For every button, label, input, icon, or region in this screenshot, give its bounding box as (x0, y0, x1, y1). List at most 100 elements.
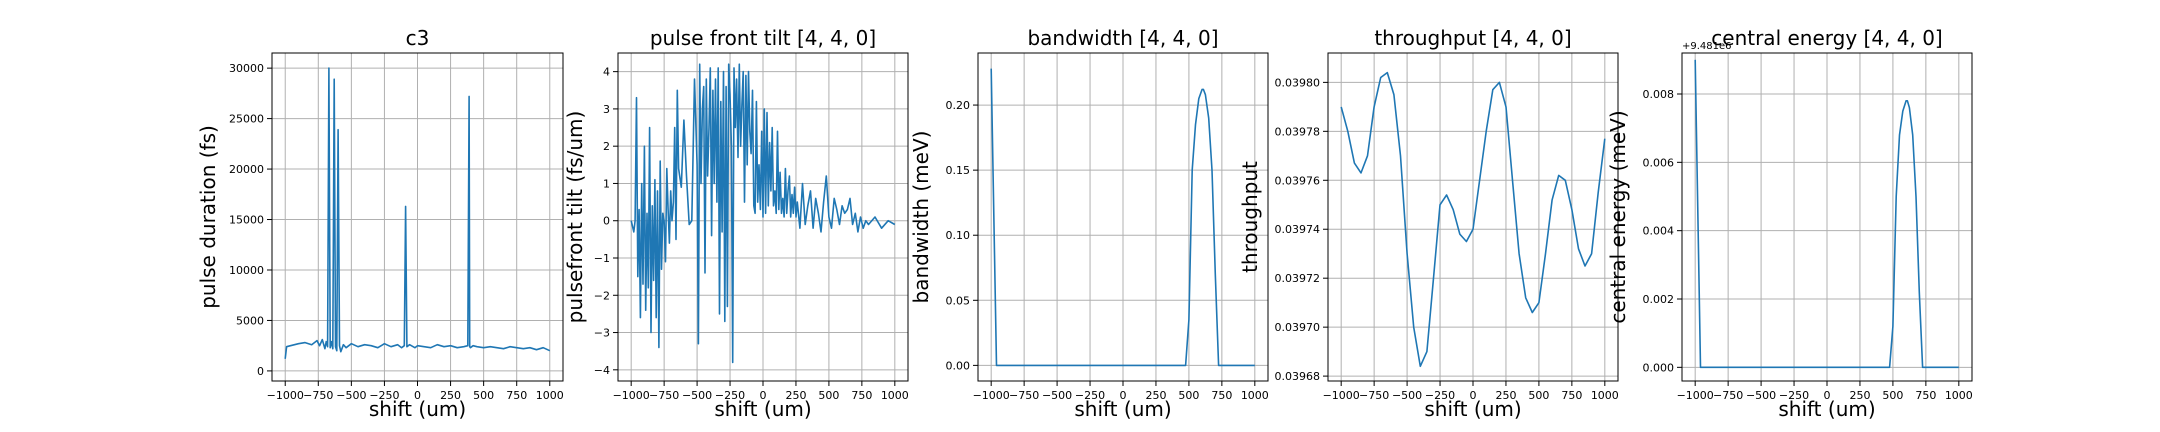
x-tick-label: 500 (1882, 389, 1903, 402)
x-tick-label: −250 (1425, 389, 1455, 402)
y-tick-label: −4 (594, 364, 610, 377)
x-tick-label: −750 (1713, 389, 1743, 402)
x-tick-label: 500 (473, 389, 494, 402)
x-tick-label: 500 (1528, 389, 1549, 402)
y-tick-label: 0.20 (946, 99, 971, 112)
y-offset-label: +9.481e6 (1682, 41, 1732, 52)
y-tick-label: 0.03976 (1275, 174, 1321, 187)
x-tick-label: 0 (760, 389, 767, 402)
x-tick-label: −750 (649, 389, 679, 402)
y-tick-label: 10000 (229, 264, 264, 277)
y-tick-label: 0.03972 (1275, 272, 1321, 285)
x-tick-label: 0 (1470, 389, 1477, 402)
x-tick-label: 1000 (1591, 389, 1619, 402)
x-tick-label: 1000 (1945, 389, 1973, 402)
x-tick-label: −500 (682, 389, 712, 402)
y-tick-label: 0.03980 (1275, 76, 1321, 89)
x-tick-label: −500 (336, 389, 366, 402)
x-axis-label: shift (um) (714, 397, 811, 421)
x-tick-label: 500 (818, 389, 839, 402)
y-tick-label: 0.15 (946, 164, 971, 177)
x-tick-label: −250 (369, 389, 399, 402)
chart-panel-4: −1000 −750 −500 −250 0 250 500 750 1000 0.03968 0.… (1238, 26, 1619, 421)
x-tick-label: 250 (1145, 389, 1166, 402)
chart-panel-3: −1000 −750 −500 −250 0 250 500 750 1000 0.00 0.05 0… (909, 26, 1269, 421)
x-tick-label: −1000 (1323, 389, 1360, 402)
x-axis-label: shift (um) (1424, 397, 1521, 421)
y-tick-label: 0.006 (1643, 156, 1675, 169)
x-tick-label: 0 (1120, 389, 1127, 402)
y-axis-label: pulsefront tilt (fs/um) (563, 111, 587, 324)
x-tick-label: −250 (715, 389, 745, 402)
x-tick-label: −1000 (973, 389, 1010, 402)
x-tick-label: 250 (440, 389, 461, 402)
y-axis-label: bandwidth (meV) (909, 131, 933, 304)
x-tick-label: −1000 (613, 389, 650, 402)
chart-title: bandwidth [4, 4, 0] (1027, 26, 1218, 50)
x-tick-label: 500 (1178, 389, 1199, 402)
x-tick-label: 750 (506, 389, 527, 402)
y-axis-label: throughput (1238, 161, 1262, 273)
y-tick-label: −1 (594, 252, 610, 265)
y-tick-label: 1 (603, 177, 610, 190)
y-tick-label: −3 (594, 327, 610, 340)
y-tick-label: 0.004 (1643, 225, 1675, 238)
chart-title: pulse front tilt [4, 4, 0] (650, 26, 876, 50)
y-axis-label: central energy (meV) (1606, 110, 1630, 323)
y-tick-label: 0.03970 (1275, 321, 1321, 334)
x-tick-label: −250 (1075, 389, 1105, 402)
chart-title: c3 (406, 26, 430, 50)
y-tick-label: 15000 (229, 214, 264, 227)
x-axis-label: shift (um) (1074, 397, 1171, 421)
x-tick-label: 250 (1495, 389, 1516, 402)
y-tick-label: 4 (603, 66, 610, 79)
x-tick-label: 750 (851, 389, 872, 402)
x-tick-label: 750 (1211, 389, 1232, 402)
series-line (1340, 71, 1606, 368)
chart-title: throughput [4, 4, 0] (1374, 26, 1571, 50)
x-tick-label: −1000 (1677, 389, 1714, 402)
x-axis-label: shift (um) (369, 397, 466, 421)
y-tick-label: 5000 (236, 314, 264, 327)
x-tick-label: 750 (1915, 389, 1936, 402)
series-line (630, 63, 896, 364)
x-tick-label: −500 (1746, 389, 1776, 402)
series-line (1694, 59, 1959, 369)
x-axis-label: shift (um) (1778, 397, 1875, 421)
chart-panel-5: −1000 −750 −500 −250 0 250 500 750 1000 0.000 0.00… (1606, 26, 1973, 421)
chart-panel-1: −1000 −750 −500 −250 0 250 500 750 10000 5000 1000… (196, 26, 564, 421)
x-tick-label: 1000 (1241, 389, 1269, 402)
x-tick-label: 250 (785, 389, 806, 402)
y-tick-label: 0.00 (946, 359, 971, 372)
chart-title: central energy [4, 4, 0] (1711, 26, 1942, 50)
y-tick-label: 0.03978 (1275, 125, 1321, 138)
y-tick-label: 25000 (229, 113, 264, 126)
x-tick-label: 250 (1849, 389, 1870, 402)
y-tick-label: 0.03968 (1275, 370, 1321, 383)
y-tick-label: 2 (603, 140, 610, 153)
y-tick-label: 20000 (229, 163, 264, 176)
y-tick-label: 0.008 (1643, 88, 1675, 101)
y-tick-label: 3 (603, 103, 610, 116)
y-tick-label: 0.10 (946, 229, 971, 242)
x-tick-label: −750 (303, 389, 333, 402)
x-tick-label: −500 (1042, 389, 1072, 402)
x-tick-label: −500 (1392, 389, 1422, 402)
x-tick-label: 1000 (881, 389, 909, 402)
x-tick-label: 1000 (536, 389, 564, 402)
y-tick-label: 0.002 (1643, 293, 1675, 306)
y-tick-label: 0 (603, 215, 610, 228)
y-tick-label: 0.000 (1643, 361, 1675, 374)
x-tick-label: 0 (1824, 389, 1831, 402)
x-tick-label: −750 (1359, 389, 1389, 402)
chart-panel-2: −1000 −750 −500 −250 0 250 500 750 1000 −4 −3 −2 −1 0… (563, 26, 909, 421)
y-tick-label: 30000 (229, 62, 264, 75)
x-tick-label: 750 (1561, 389, 1582, 402)
series-line (990, 68, 1255, 367)
y-tick-label: 0.05 (946, 294, 971, 307)
x-tick-label: −250 (1779, 389, 1809, 402)
x-tick-label: −1000 (267, 389, 304, 402)
y-tick-label: 0 (257, 365, 264, 378)
y-tick-label: 0.03974 (1275, 223, 1321, 236)
